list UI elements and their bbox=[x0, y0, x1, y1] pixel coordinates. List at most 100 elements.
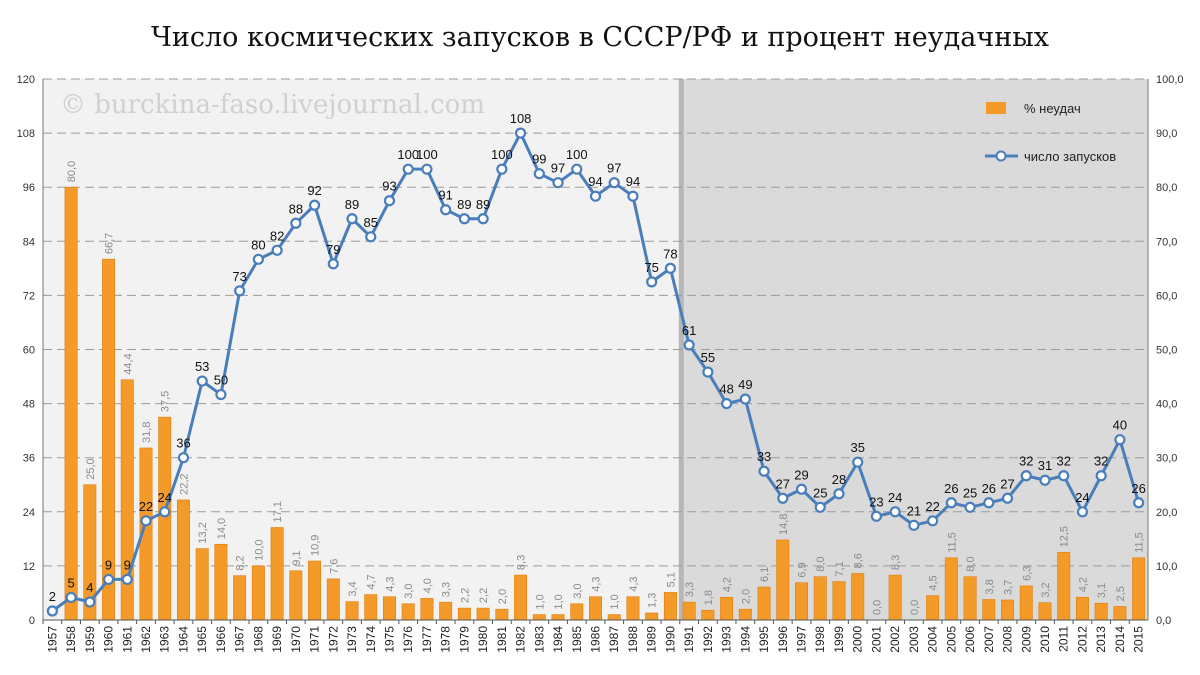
point-value-label: 100 bbox=[566, 147, 588, 162]
bar-value-label: 3,7 bbox=[1003, 580, 1015, 595]
point-value-label: 80 bbox=[251, 237, 265, 252]
y-left-tick-label: 12 bbox=[23, 561, 35, 573]
bar-value-label: 4,3 bbox=[591, 576, 603, 591]
bar bbox=[832, 581, 846, 621]
x-tick-label: 2000 bbox=[851, 626, 865, 653]
x-tick-label: 1979 bbox=[457, 626, 471, 653]
bar-value-label: 5,1 bbox=[665, 572, 677, 587]
x-tick-label: 1984 bbox=[551, 626, 565, 653]
legend-line-marker bbox=[995, 150, 1007, 162]
bar bbox=[1019, 585, 1033, 621]
bar bbox=[514, 574, 528, 621]
bar bbox=[495, 608, 509, 621]
x-tick-label: 2006 bbox=[963, 626, 977, 653]
bar-value-label: 3,3 bbox=[684, 582, 696, 597]
bar-value-label: 22,2 bbox=[178, 473, 190, 494]
bar-value-label: 8,0 bbox=[965, 556, 977, 571]
bar-value-label: 7,1 bbox=[834, 561, 846, 576]
bar-value-label: 3,4 bbox=[347, 581, 359, 596]
x-tick-label: 1961 bbox=[120, 626, 134, 653]
x-tick-label: 1982 bbox=[514, 626, 528, 653]
line-point bbox=[683, 339, 695, 351]
point-value-label: 32 bbox=[1019, 454, 1033, 469]
x-tick-label: 2014 bbox=[1113, 626, 1127, 653]
line-point bbox=[327, 258, 339, 270]
x-tick-label: 2005 bbox=[944, 626, 958, 653]
x-tick-label: 1980 bbox=[476, 626, 490, 653]
bar bbox=[944, 557, 958, 621]
gridlines bbox=[43, 78, 1148, 567]
bar-value-label: 14,8 bbox=[778, 514, 790, 535]
point-value-label: 4 bbox=[86, 580, 93, 595]
point-value-label: 91 bbox=[438, 188, 452, 203]
point-value-label: 32 bbox=[1056, 454, 1070, 469]
line-point bbox=[215, 388, 227, 401]
x-tick-label: 1991 bbox=[682, 626, 696, 653]
line-point bbox=[721, 398, 733, 410]
x-tick-label: 1959 bbox=[83, 626, 97, 653]
line-point bbox=[983, 497, 995, 509]
x-tick-label: 1967 bbox=[233, 626, 247, 653]
point-value-label: 85 bbox=[364, 215, 378, 230]
x-tick-label: 1969 bbox=[270, 626, 284, 653]
point-value-label: 88 bbox=[289, 201, 303, 216]
y-right-tick-label: 60,0 bbox=[1156, 290, 1177, 302]
bar-value-label: 6,3 bbox=[1021, 566, 1033, 581]
bar-value-label: 1,0 bbox=[609, 594, 621, 609]
y-left-tick-label: 72 bbox=[23, 290, 35, 302]
line-point bbox=[308, 199, 321, 211]
bar-value-label: 6,9 bbox=[797, 562, 809, 577]
x-tick-label: 1986 bbox=[589, 626, 603, 653]
bar bbox=[1094, 602, 1108, 621]
bar-value-label: 3,3 bbox=[441, 582, 453, 597]
line-point bbox=[46, 605, 58, 617]
point-value-label: 27 bbox=[776, 476, 790, 491]
bar-value-label: 10,9 bbox=[310, 535, 322, 556]
bar-value-label: 0,0 bbox=[871, 600, 883, 615]
line-point bbox=[627, 190, 639, 202]
point-value-label: 9 bbox=[124, 557, 131, 572]
point-value-label: 40 bbox=[1113, 418, 1127, 433]
bar-value-label: 3,0 bbox=[403, 583, 415, 598]
y-left-tick-label: 24 bbox=[23, 507, 35, 519]
point-value-label: 61 bbox=[682, 323, 696, 338]
line-point bbox=[121, 573, 133, 586]
x-tick-label: 1966 bbox=[214, 626, 228, 653]
point-value-label: 50 bbox=[214, 373, 228, 388]
line-point bbox=[964, 501, 976, 513]
bar-value-label: 1,3 bbox=[647, 593, 659, 608]
point-value-label: 100 bbox=[491, 147, 513, 162]
line-point bbox=[1020, 470, 1032, 482]
point-value-label: 26 bbox=[944, 481, 958, 496]
point-value-label: 100 bbox=[397, 147, 419, 162]
bar bbox=[1132, 557, 1146, 621]
x-tick-label: 1993 bbox=[720, 626, 734, 653]
bar bbox=[289, 570, 303, 621]
line-point bbox=[739, 393, 751, 405]
line-point bbox=[84, 596, 96, 608]
line-point bbox=[927, 515, 939, 527]
y-left-tick-label: 120 bbox=[17, 74, 35, 86]
point-value-label: 94 bbox=[626, 174, 640, 189]
x-tick-label: 1972 bbox=[326, 626, 340, 653]
point-value-label: 82 bbox=[270, 228, 284, 243]
y-right-tick-label: 100,0 bbox=[1156, 74, 1184, 86]
bar bbox=[701, 609, 715, 621]
bar-value-label: 2,5 bbox=[1115, 586, 1127, 601]
bar bbox=[888, 574, 902, 621]
x-tick-label: 1981 bbox=[495, 626, 509, 653]
bar-value-label: 4,5 bbox=[928, 575, 940, 590]
bar-value-label: 8,3 bbox=[890, 555, 902, 570]
bar-value-label: 1,0 bbox=[534, 594, 546, 609]
x-tick-label: 2003 bbox=[907, 626, 921, 653]
bar-series bbox=[64, 186, 1146, 621]
bar bbox=[795, 582, 808, 621]
point-value-label: 24 bbox=[888, 490, 902, 505]
x-tick-label: 1960 bbox=[102, 626, 116, 653]
bar bbox=[1075, 596, 1089, 621]
line-point bbox=[533, 168, 545, 180]
line-point bbox=[346, 213, 358, 225]
x-tick-label: 2008 bbox=[1001, 626, 1015, 653]
bar bbox=[383, 596, 396, 621]
point-value-label: 100 bbox=[416, 147, 438, 162]
